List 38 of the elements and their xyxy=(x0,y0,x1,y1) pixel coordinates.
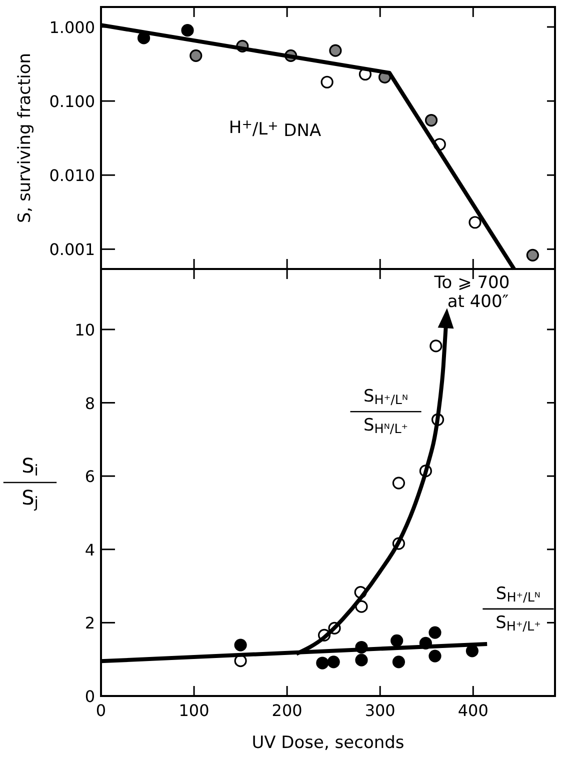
x-tick-label: 400 xyxy=(458,701,488,720)
x-tick-label: 200 xyxy=(272,701,302,720)
y-tick-label: 8 xyxy=(84,394,95,413)
series-label: S$_{H⁺/Lᴺ}$ S$_{H⁺/L⁺}$ xyxy=(496,584,541,634)
y-tick-label: 0.001 xyxy=(49,240,95,260)
point xyxy=(329,44,342,57)
y-tick-label: 10 xyxy=(74,320,95,340)
point xyxy=(526,248,539,262)
point xyxy=(392,656,406,668)
y-tick-label: 0.100 xyxy=(49,92,95,112)
annotation: To ⩾ 700 at 400″ xyxy=(433,273,510,312)
point xyxy=(428,650,442,662)
x-tick-label: 100 xyxy=(178,701,210,720)
point xyxy=(355,654,368,666)
point xyxy=(234,638,247,652)
point xyxy=(390,634,404,647)
y-tick-label: 2 xyxy=(84,614,95,633)
y-tick-label: 1.000 xyxy=(49,18,95,37)
y-tick-label: 4 xyxy=(84,540,95,560)
y-axis-title: S$_{i}$ S$_{j}$ xyxy=(22,454,38,512)
point xyxy=(468,216,482,229)
point xyxy=(392,476,406,490)
point xyxy=(190,49,202,62)
point xyxy=(181,24,194,37)
point xyxy=(320,76,334,88)
x-tick-label: 300 xyxy=(364,701,396,720)
point xyxy=(424,114,438,127)
y-tick-label: 6 xyxy=(84,467,95,486)
y-axis-title: S, surviving fraction xyxy=(15,52,35,224)
x-axis-title: UV Dose, seconds xyxy=(252,733,404,753)
y-tick-label: 0.010 xyxy=(49,166,95,186)
point xyxy=(430,340,442,352)
point xyxy=(428,626,442,639)
point xyxy=(327,656,340,668)
point xyxy=(316,656,329,670)
y-tick-label: 0 xyxy=(84,687,95,706)
series-label: S$_{H⁺/Lᴺ}$ S$_{Hᴺ/L⁺}$ xyxy=(364,386,408,438)
annotation: H$^{+}$/L$^{+}$ DNA xyxy=(228,118,322,141)
